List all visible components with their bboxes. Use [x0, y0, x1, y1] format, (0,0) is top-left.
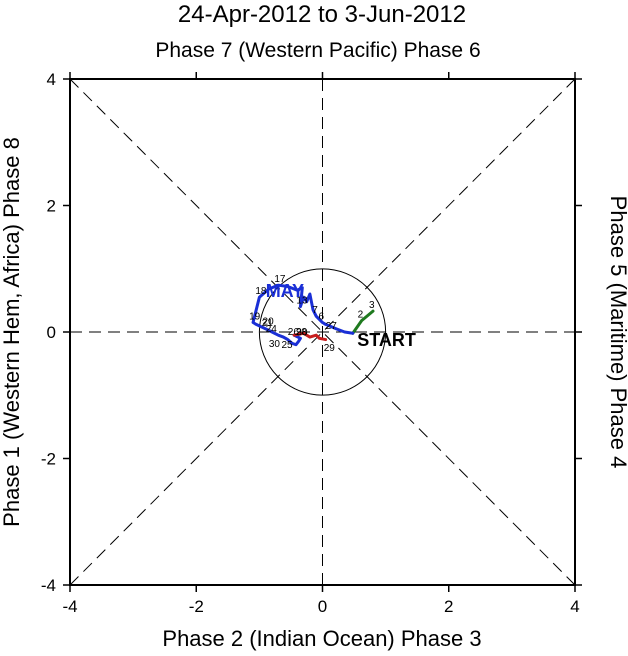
- x-tick-label: -4: [62, 597, 77, 616]
- point-label: 30: [296, 327, 308, 338]
- x-tick-label: 4: [570, 597, 579, 616]
- x-tick-label: 2: [444, 597, 453, 616]
- annotation-start: START: [357, 330, 416, 350]
- point-label: 18: [255, 286, 267, 297]
- point-label: 6: [319, 312, 325, 323]
- x-axis-title: Phase 2 (Indian Ocean) Phase 3: [162, 626, 481, 651]
- point-label: 17: [274, 274, 286, 285]
- y-tick-label: -4: [41, 576, 56, 595]
- point-label: 29: [324, 343, 336, 354]
- chart-subtitle: Phase 7 (Western Pacific) Phase 6: [155, 39, 480, 62]
- series-line-may: [251, 283, 355, 347]
- series-layer: [251, 283, 375, 347]
- x-tick-label: -2: [189, 597, 204, 616]
- point-label: 30: [269, 339, 281, 350]
- guide-diagonal-falling: [69, 78, 576, 586]
- point-label: 7: [312, 305, 318, 316]
- series-line-april: [351, 309, 375, 335]
- point-label: 27: [326, 321, 338, 332]
- chart-title: 24-Apr-2012 to 3-Jun-2012: [178, 1, 466, 28]
- point-label: 3: [369, 300, 375, 311]
- point-label: 21: [262, 318, 274, 329]
- x-axis-ticks: -4 -2 0 2 4: [62, 72, 580, 616]
- y-tick-label: 4: [47, 70, 56, 89]
- point-label: 26: [288, 327, 300, 338]
- point-label: 25: [281, 340, 293, 351]
- point-label: 2: [358, 310, 364, 321]
- y-axis-title-right: Phase 5 (Maritime) Phase 4: [606, 196, 628, 469]
- point-label: 20: [263, 316, 275, 327]
- annotations-layer: MAY START: [266, 281, 416, 350]
- point-label: 19: [249, 312, 261, 323]
- point-label: 24: [266, 324, 278, 335]
- annotation-may: MAY: [266, 281, 304, 301]
- y-tick-label: 2: [47, 197, 56, 216]
- y-tick-label: 0: [47, 323, 56, 342]
- x-tick-label: 0: [318, 597, 327, 616]
- point-label: 28: [296, 327, 308, 338]
- point-label: 13: [296, 296, 308, 307]
- series-line-june: [292, 331, 328, 342]
- phase-guides: [69, 78, 576, 586]
- y-axis-title-left: Phase 1 (Western Hem, Africa) Phase 8: [0, 137, 24, 527]
- guide-diagonal-rising: [69, 78, 576, 586]
- y-tick-label: -2: [41, 450, 56, 469]
- unit-circle: [258, 268, 387, 396]
